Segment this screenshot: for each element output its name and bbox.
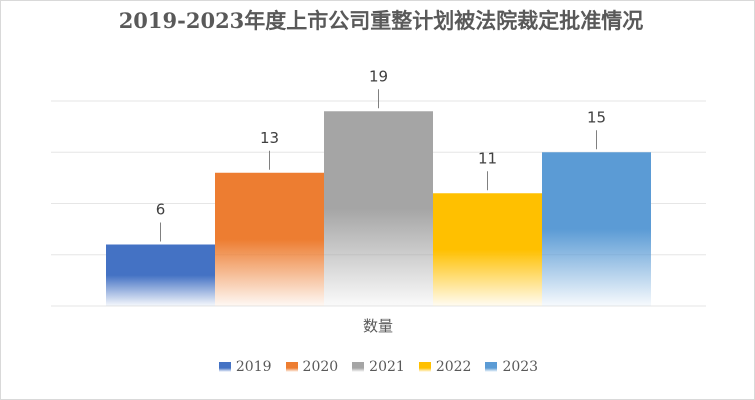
legend-swatch-2019 — [218, 362, 231, 372]
data-label-2023: 15 — [587, 108, 606, 126]
legend-label-2023: 2023 — [502, 359, 539, 375]
bar-2019 — [106, 244, 215, 306]
data-label-2020: 13 — [260, 129, 279, 147]
legend-item-2019: 2019 — [218, 359, 272, 375]
legend-swatch-2020 — [285, 362, 298, 372]
legend-label-2019: 2019 — [235, 359, 272, 375]
legend-item-2023: 2023 — [485, 359, 538, 375]
chart-legend: 2019 2020 2021 2022 2023 — [1, 359, 754, 375]
legend-label-2020: 2020 — [302, 359, 339, 375]
data-label-2021: 19 — [369, 67, 388, 85]
legend-item-2021: 2021 — [352, 359, 405, 375]
bar-2020 — [215, 172, 324, 306]
legend-label-2022: 2022 — [435, 359, 472, 375]
data-label-2019: 6 — [156, 201, 166, 219]
chart-title: 2019-2023年度上市公司重整计划被法院裁定批准情况 — [118, 8, 644, 33]
legend-item-2022: 2022 — [418, 359, 472, 375]
bar-2022 — [433, 193, 542, 306]
legend-swatch-2023 — [485, 362, 498, 372]
bar-2023 — [542, 152, 651, 306]
legend-swatch-2021 — [352, 362, 365, 372]
data-label-2022: 11 — [478, 149, 497, 167]
bar-2021 — [324, 111, 433, 306]
legend-item-2020: 2020 — [285, 359, 339, 375]
legend-swatch-2022 — [418, 362, 431, 372]
x-axis-label: 数量 — [363, 317, 393, 335]
legend-label-2021: 2021 — [369, 359, 405, 375]
